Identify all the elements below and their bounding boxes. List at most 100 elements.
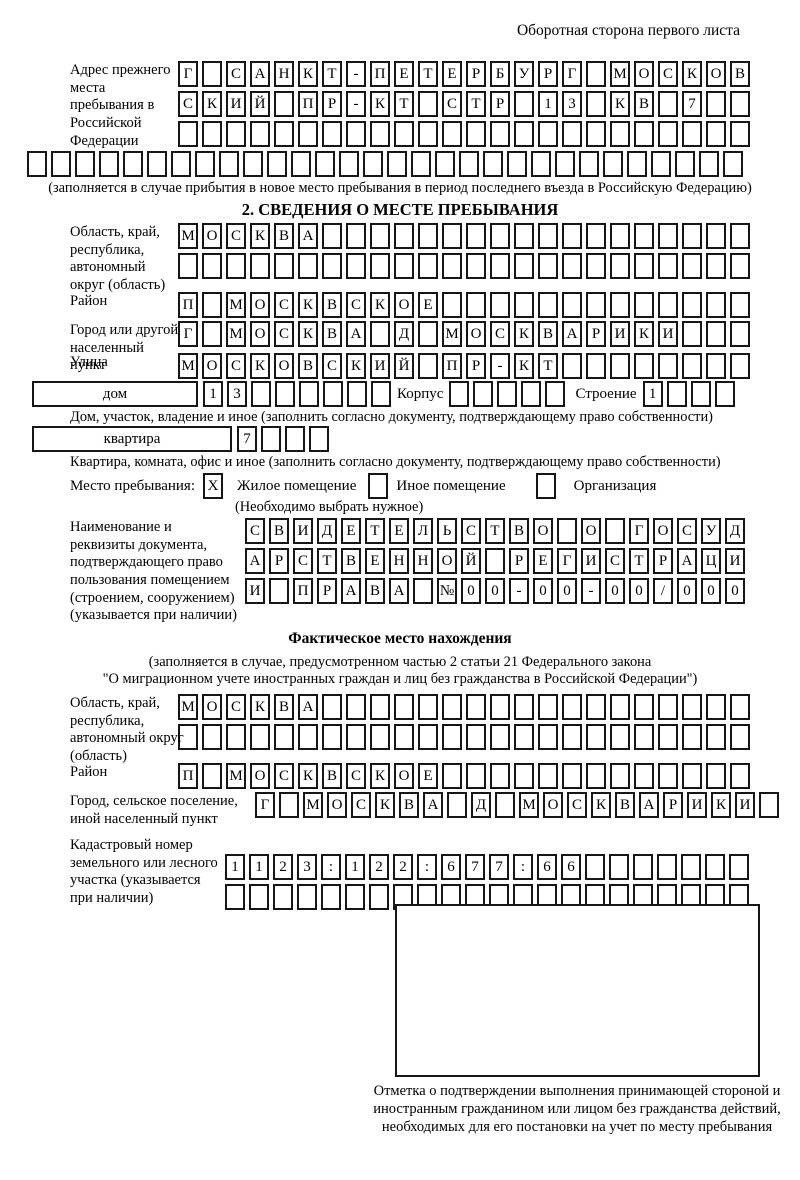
char-box (370, 694, 390, 720)
char-box: - (490, 353, 510, 379)
stroenie-label: Строение (575, 385, 637, 402)
char-box (610, 223, 630, 249)
char-box (545, 381, 566, 407)
char-box: Н (274, 61, 294, 87)
mesto-prebyvaniya-row: Место пребывания: X Жилое помещение Иное… (70, 473, 800, 499)
char-box: И (293, 518, 313, 544)
prev-address-label: Адрес прежнего места пребывания в Россий… (70, 62, 171, 149)
char-box (690, 381, 711, 407)
oblast-block: Область, край, республика, автономный ок… (70, 223, 800, 293)
char-box: : (321, 854, 341, 880)
char-box: К (682, 61, 702, 87)
char-box (418, 253, 438, 279)
char-box (634, 724, 654, 750)
char-box (202, 763, 222, 789)
char-box: Р (466, 61, 486, 87)
char-box (178, 121, 198, 147)
char-box: С (245, 518, 265, 544)
char-box: Т (317, 548, 337, 574)
char-box (226, 253, 246, 279)
char-box (681, 854, 701, 880)
char-box: 7 (682, 91, 702, 117)
char-box (666, 381, 687, 407)
char-box: С (346, 292, 366, 318)
char-box (466, 694, 486, 720)
checkbox-inoe (368, 473, 389, 499)
char-box: О (394, 292, 414, 318)
char-box: К (298, 321, 318, 347)
char-box: К (370, 763, 390, 789)
char-box (706, 694, 726, 720)
char-box: С (346, 763, 366, 789)
char-box (370, 253, 390, 279)
char-box: С (351, 792, 371, 818)
char-box (514, 694, 534, 720)
prev-address-note: (заполняется в случае прибытия в новое м… (48, 180, 752, 196)
char-box: К (250, 694, 270, 720)
char-box: О (250, 321, 270, 347)
char-box (658, 694, 678, 720)
char-box: М (442, 321, 462, 347)
char-box: В (634, 91, 654, 117)
char-box: О (394, 763, 414, 789)
fact-note-2: "О миграционном учете иностранных гражда… (102, 671, 698, 687)
char-box: В (341, 548, 361, 574)
char-box (682, 223, 702, 249)
char-box: П (442, 353, 462, 379)
char-box (730, 253, 750, 279)
char-box (609, 854, 629, 880)
char-box: Р (322, 91, 342, 117)
fact-oblast-block: Область, край, республика, автономный ок… (70, 694, 800, 764)
char-box (363, 151, 383, 177)
char-box (466, 121, 486, 147)
char-box (442, 763, 462, 789)
fact-title: Фактическое место нахождения (288, 630, 512, 647)
char-box (610, 292, 630, 318)
char-box (251, 381, 271, 407)
char-box (605, 518, 625, 544)
char-box (490, 121, 510, 147)
char-box: Е (442, 61, 462, 87)
char-box: А (298, 223, 318, 249)
char-box (275, 381, 295, 407)
char-box (490, 253, 510, 279)
char-box: И (581, 548, 601, 574)
char-box (370, 321, 390, 347)
char-box (466, 253, 486, 279)
char-box: В (615, 792, 635, 818)
char-box (321, 884, 341, 910)
char-box: Е (394, 61, 414, 87)
char-box: 0 (725, 578, 745, 604)
char-box (413, 578, 433, 604)
char-box (562, 353, 582, 379)
char-box: М (178, 223, 198, 249)
char-box (442, 694, 462, 720)
char-box: Т (322, 61, 342, 87)
char-box (322, 724, 342, 750)
char-box (610, 763, 630, 789)
char-box (466, 223, 486, 249)
char-box: М (226, 763, 246, 789)
kadastr-label: Кадастровый номер земельного или лесного… (70, 837, 218, 907)
char-box: О (653, 518, 673, 544)
char-box (178, 724, 198, 750)
char-box (347, 381, 367, 407)
char-box: Ь (437, 518, 457, 544)
document-label: Наименование и реквизиты документа, подт… (70, 519, 237, 624)
char-box: Ц (701, 548, 721, 574)
char-grid-row (178, 724, 800, 750)
char-box: Б (490, 61, 510, 87)
char-box: К (514, 321, 534, 347)
char-box: П (370, 61, 390, 87)
char-box (586, 223, 606, 249)
char-box (346, 223, 366, 249)
char-box (147, 151, 167, 177)
char-box: А (677, 548, 697, 574)
char-box (369, 884, 389, 910)
char-box (202, 253, 222, 279)
char-box: К (514, 353, 534, 379)
char-box (682, 121, 702, 147)
